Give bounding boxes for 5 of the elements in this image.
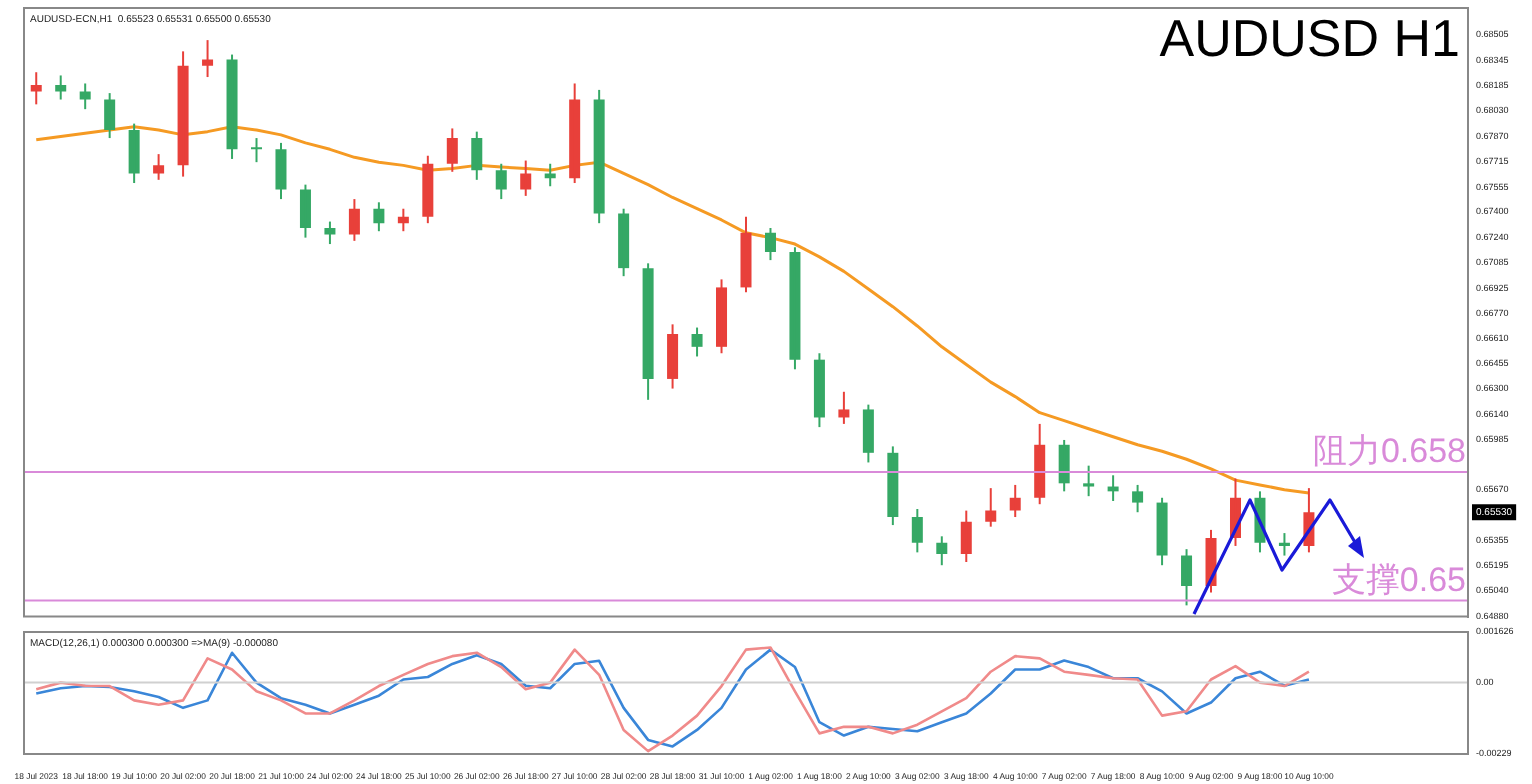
candlestick — [740, 215, 752, 294]
ref-line-label: 阻力0.658 — [1312, 432, 1466, 471]
ref-line-label: 支撑0.65 — [1331, 560, 1466, 599]
chart-title: AUDUSD H1 — [1159, 8, 1460, 69]
candlestick — [1083, 464, 1095, 498]
